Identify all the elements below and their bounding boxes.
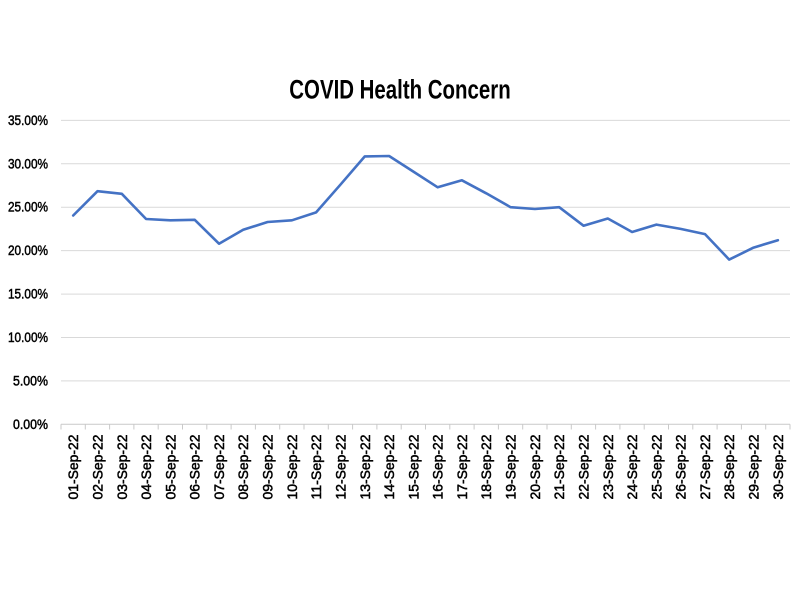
svg-text:15.00%: 15.00% (8, 286, 48, 302)
svg-text:28-Sep-22: 28-Sep-22 (722, 434, 738, 499)
svg-text:12-Sep-22: 12-Sep-22 (333, 434, 349, 499)
svg-text:04-Sep-22: 04-Sep-22 (139, 434, 155, 499)
svg-text:30.00%: 30.00% (8, 155, 48, 171)
svg-text:20.00%: 20.00% (8, 242, 48, 258)
svg-text:17-Sep-22: 17-Sep-22 (455, 434, 471, 499)
svg-text:0.00%: 0.00% (13, 416, 48, 432)
svg-text:20-Sep-22: 20-Sep-22 (528, 434, 544, 499)
svg-text:03-Sep-22: 03-Sep-22 (115, 434, 131, 499)
svg-text:16-Sep-22: 16-Sep-22 (431, 434, 447, 499)
svg-text:05-Sep-22: 05-Sep-22 (163, 434, 179, 499)
svg-text:25-Sep-22: 25-Sep-22 (649, 434, 665, 499)
svg-text:22-Sep-22: 22-Sep-22 (577, 434, 593, 499)
svg-text:10.00%: 10.00% (8, 329, 48, 345)
svg-text:30-Sep-22: 30-Sep-22 (771, 434, 787, 499)
svg-text:21-Sep-22: 21-Sep-22 (552, 434, 568, 499)
svg-text:14-Sep-22: 14-Sep-22 (382, 434, 398, 499)
svg-text:19-Sep-22: 19-Sep-22 (504, 434, 520, 499)
svg-text:09-Sep-22: 09-Sep-22 (261, 434, 277, 499)
svg-text:24-Sep-22: 24-Sep-22 (625, 434, 641, 499)
svg-text:5.00%: 5.00% (13, 372, 48, 388)
svg-text:06-Sep-22: 06-Sep-22 (188, 434, 204, 499)
svg-text:01-Sep-22: 01-Sep-22 (66, 434, 82, 499)
svg-text:11-Sep-22: 11-Sep-22 (309, 434, 325, 499)
svg-text:COVID Health Concern: COVID Health Concern (289, 75, 510, 105)
svg-text:18-Sep-22: 18-Sep-22 (479, 434, 495, 499)
svg-text:35.00%: 35.00% (8, 112, 48, 128)
svg-text:10-Sep-22: 10-Sep-22 (285, 434, 301, 499)
svg-text:08-Sep-22: 08-Sep-22 (236, 434, 252, 499)
svg-text:29-Sep-22: 29-Sep-22 (747, 434, 763, 499)
svg-text:02-Sep-22: 02-Sep-22 (91, 434, 107, 499)
svg-text:27-Sep-22: 27-Sep-22 (698, 434, 714, 499)
svg-text:15-Sep-22: 15-Sep-22 (406, 434, 422, 499)
svg-text:23-Sep-22: 23-Sep-22 (601, 434, 617, 499)
svg-text:25.00%: 25.00% (8, 199, 48, 215)
svg-text:13-Sep-22: 13-Sep-22 (358, 434, 374, 499)
svg-text:07-Sep-22: 07-Sep-22 (212, 434, 228, 499)
svg-text:26-Sep-22: 26-Sep-22 (674, 434, 690, 499)
